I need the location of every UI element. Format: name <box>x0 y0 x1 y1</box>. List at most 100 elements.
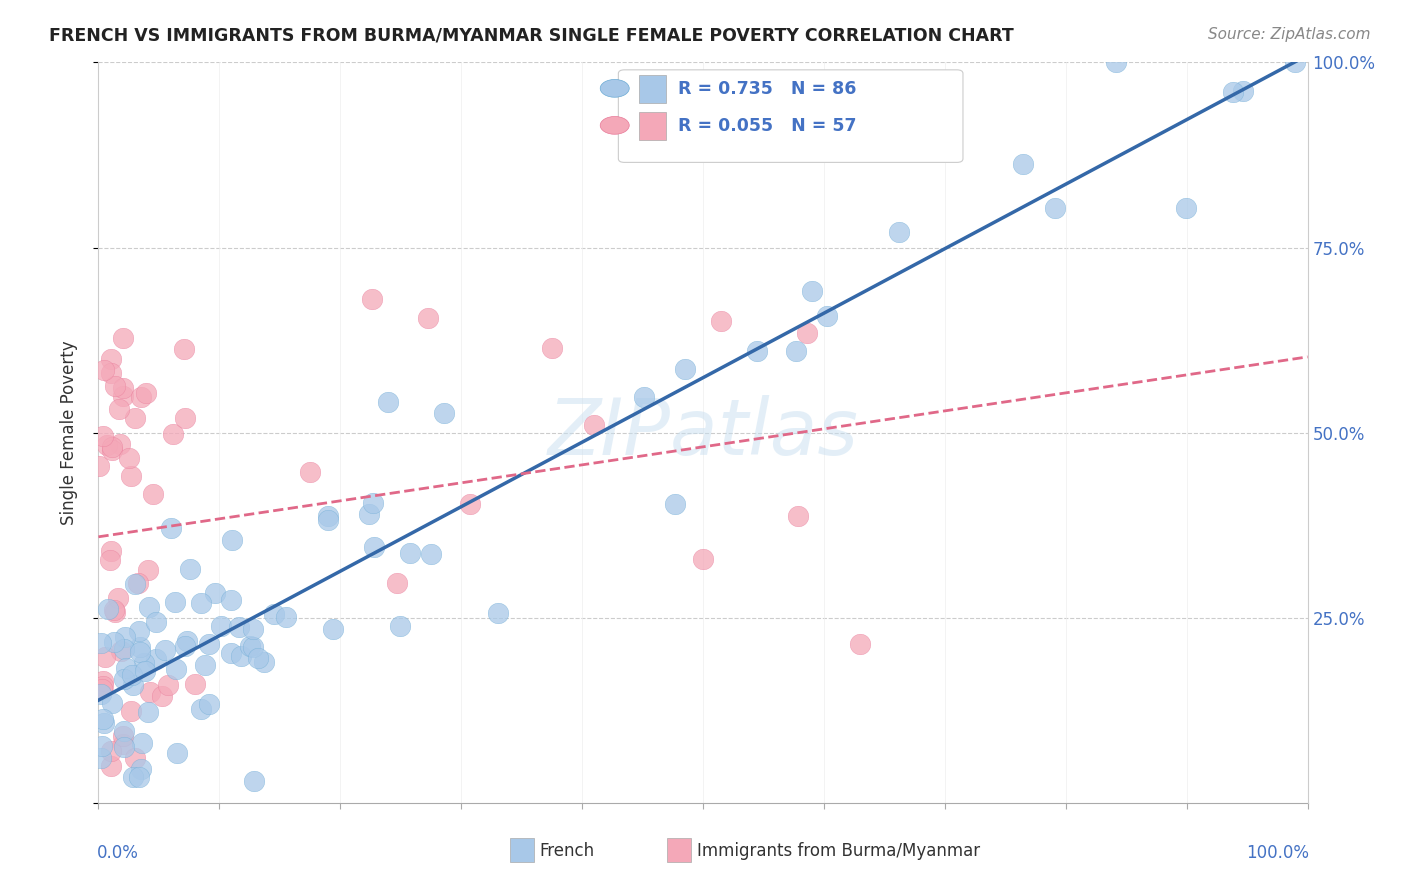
Point <box>134 664 156 678</box>
Bar <box>666 838 690 862</box>
Point <box>582 418 605 433</box>
Point <box>93 363 115 377</box>
Point <box>243 773 266 788</box>
Point <box>458 497 481 511</box>
Point <box>363 541 385 555</box>
Point <box>219 646 242 660</box>
Point <box>1222 85 1244 99</box>
Text: 0.0%: 0.0% <box>97 844 139 862</box>
Point <box>1232 85 1254 99</box>
Point <box>103 603 125 617</box>
Point <box>242 640 264 654</box>
Point <box>93 716 115 731</box>
Point <box>136 705 159 719</box>
Point <box>887 226 910 240</box>
Point <box>198 637 221 651</box>
Point <box>111 388 134 402</box>
Circle shape <box>600 79 630 97</box>
Point <box>98 553 121 567</box>
Point <box>1105 55 1128 70</box>
Point <box>122 770 145 784</box>
Point <box>100 351 122 366</box>
Point <box>204 586 226 600</box>
Point <box>796 326 818 340</box>
FancyBboxPatch shape <box>619 70 963 162</box>
Point <box>87 458 110 473</box>
Point <box>145 615 167 629</box>
Point <box>91 679 114 693</box>
Point <box>100 758 122 772</box>
Point <box>540 341 562 355</box>
Point <box>90 739 112 753</box>
Point <box>128 645 150 659</box>
Point <box>1043 201 1066 215</box>
Point <box>239 640 262 654</box>
Point <box>359 508 381 522</box>
Point <box>104 379 127 393</box>
Point <box>253 655 276 669</box>
Point <box>165 662 187 676</box>
Point <box>159 520 181 534</box>
Point <box>377 395 399 409</box>
Point <box>112 642 135 657</box>
Point <box>1284 55 1306 70</box>
Point <box>420 547 443 561</box>
Point <box>316 509 339 524</box>
Point <box>100 367 122 381</box>
Text: French: French <box>540 842 595 860</box>
Point <box>91 673 114 688</box>
Point <box>299 466 322 480</box>
Point <box>176 633 198 648</box>
Point <box>91 681 114 696</box>
Point <box>242 623 264 637</box>
Point <box>162 426 184 441</box>
Point <box>219 592 242 607</box>
Point <box>90 687 112 701</box>
Text: 100.0%: 100.0% <box>1246 844 1309 862</box>
Point <box>800 284 823 298</box>
Point <box>179 562 201 576</box>
Point <box>190 702 212 716</box>
Point <box>263 607 285 622</box>
Point <box>111 729 134 743</box>
Point <box>94 650 117 665</box>
Point <box>122 678 145 692</box>
Point <box>173 411 195 425</box>
Point <box>360 293 382 307</box>
Point <box>136 563 159 577</box>
Point <box>142 487 165 501</box>
Point <box>418 310 440 325</box>
Point <box>132 656 155 670</box>
Point <box>145 652 167 666</box>
Point <box>673 362 696 376</box>
Point <box>129 762 152 776</box>
Point <box>389 619 412 633</box>
Point <box>114 661 136 675</box>
Bar <box>638 112 665 140</box>
Point <box>1011 156 1033 170</box>
Circle shape <box>600 117 630 135</box>
Text: Immigrants from Burma/Myanmar: Immigrants from Burma/Myanmar <box>697 842 980 860</box>
Point <box>124 410 146 425</box>
Bar <box>638 75 665 103</box>
Point <box>100 442 122 457</box>
Point <box>91 428 114 442</box>
Point <box>111 331 134 345</box>
Point <box>101 697 124 711</box>
Y-axis label: Single Female Poverty: Single Female Poverty <box>59 341 77 524</box>
Point <box>190 596 212 610</box>
Point <box>848 637 870 651</box>
Point <box>274 610 297 624</box>
Point <box>114 631 136 645</box>
Point <box>194 657 217 672</box>
Point <box>103 635 125 649</box>
Point <box>91 712 114 726</box>
Point <box>209 619 232 633</box>
Point <box>710 314 733 328</box>
Point <box>173 342 195 356</box>
Point <box>112 740 135 755</box>
Point <box>150 689 173 703</box>
Point <box>90 636 112 650</box>
Point <box>361 496 384 510</box>
Point <box>112 723 135 738</box>
